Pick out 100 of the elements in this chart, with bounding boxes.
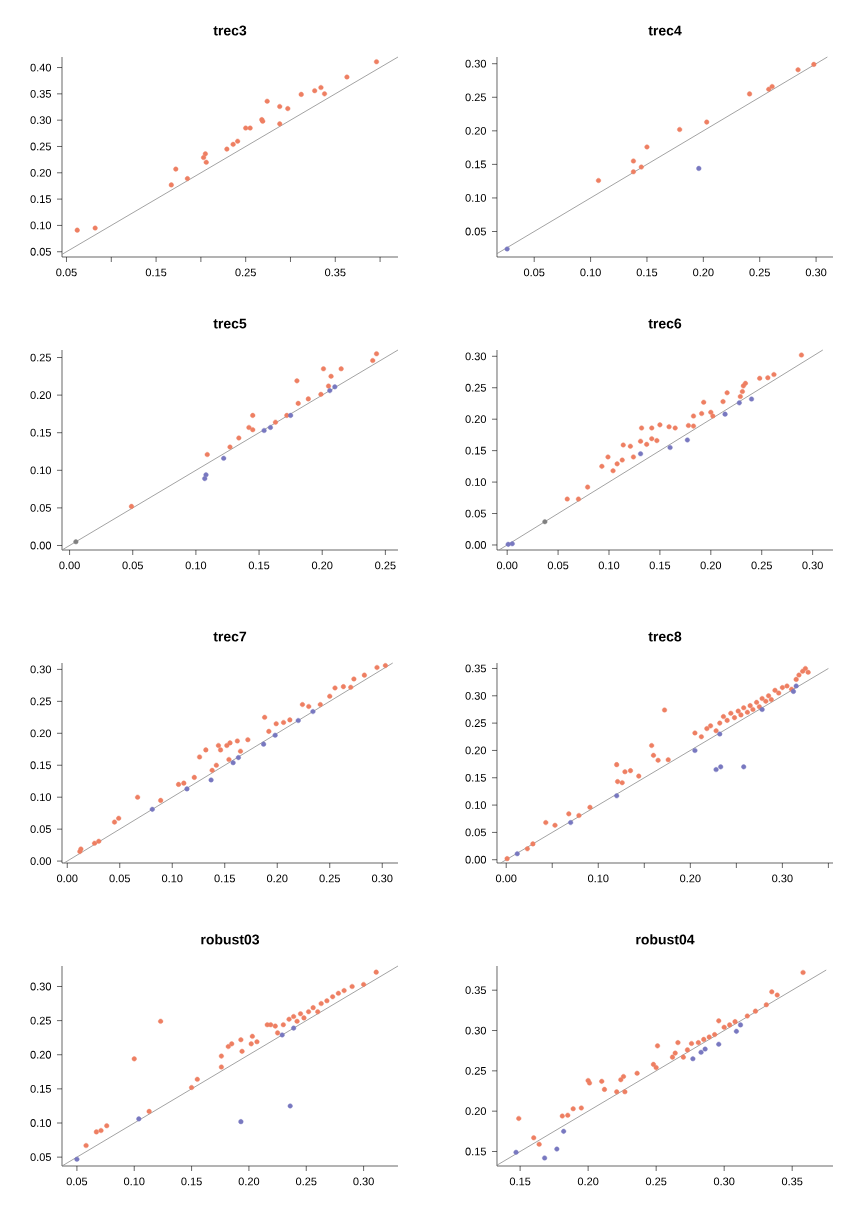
x-tick-label: 0.30 (802, 561, 823, 570)
x-tick-label: 0.25 (295, 1177, 317, 1186)
x-tick-label: 0.25 (375, 561, 396, 570)
x-tick-label: 0.30 (805, 268, 827, 277)
y-tick-label: 0.05 (30, 825, 51, 834)
y-tick-label: 0.05 (465, 509, 486, 518)
y-tick-label: 0.05 (30, 247, 51, 256)
chart-title: robust04 (636, 934, 695, 945)
y-tick-label: 0.10 (30, 221, 52, 230)
x-tick-label: 0.25 (645, 1177, 667, 1186)
y-tick-label: 0.15 (465, 1147, 486, 1156)
x-tick-label: 0.25 (235, 268, 256, 277)
x-tick-label: 0.05 (122, 561, 143, 570)
y-tick-label: 0.10 (30, 793, 52, 802)
x-tick-label: 0.00 (56, 874, 78, 883)
y-tick-label: 0.25 (30, 142, 51, 151)
x-tick-label: 0.05 (56, 268, 77, 277)
chart-title: trec7 (213, 631, 247, 642)
x-tick-label: 0.10 (123, 1177, 145, 1186)
y-tick-label: 0.40 (30, 63, 52, 72)
y-tick-label: 0.30 (465, 691, 487, 700)
x-tick-label: 0.15 (636, 268, 658, 277)
x-tick-label: 0.15 (248, 561, 270, 570)
y-tick-label: 0.25 (465, 93, 486, 102)
x-tick-label: 0.05 (547, 561, 569, 570)
x-tick-label: 0.30 (713, 1177, 735, 1186)
y-tick-label: 0.30 (30, 665, 52, 674)
x-tick-label: 0.35 (325, 268, 346, 277)
y-tick-label: 0.30 (465, 59, 487, 68)
x-tick-label: 0.05 (66, 1177, 88, 1186)
x-tick-label: 0.15 (181, 1177, 202, 1186)
x-tick-label: 0.30 (371, 874, 393, 883)
y-tick-label: 0.15 (465, 773, 486, 782)
y-tick-label: 0.30 (30, 116, 52, 125)
x-tick-label: 0.05 (523, 268, 545, 277)
y-tick-label: 0.20 (30, 1050, 52, 1059)
y-tick-label: 0.05 (465, 828, 486, 837)
y-tick-label: 0.15 (465, 446, 486, 455)
chart-title: trec3 (213, 25, 247, 36)
y-tick-label: 0.25 (30, 353, 51, 362)
chart-title: trec8 (648, 631, 682, 642)
x-tick-label: 0.20 (266, 874, 288, 883)
y-tick-label: 0.15 (30, 428, 51, 437)
x-tick-label: 0.30 (772, 874, 793, 883)
y-tick-label: 0.35 (30, 89, 51, 98)
y-tick-label: 0.35 (465, 986, 486, 995)
y-tick-label: 0.05 (30, 1153, 51, 1162)
y-tick-label: 0.15 (30, 761, 51, 770)
x-tick-label: 0.35 (781, 1177, 803, 1186)
chart-title: trec5 (213, 318, 247, 329)
y-tick-label: 0.25 (30, 1016, 51, 1025)
y-tick-label: 0.25 (465, 719, 486, 728)
y-tick-label: 0.10 (465, 801, 487, 809)
y-tick-label: 0.10 (30, 1119, 52, 1127)
y-tick-label: 0.20 (465, 746, 487, 755)
x-tick-label: 0.15 (509, 1177, 531, 1186)
y-tick-label: 0.15 (30, 1084, 51, 1093)
y-tick-label: 0.20 (30, 391, 52, 400)
chart-title: trec6 (648, 318, 682, 329)
y-tick-label: 0.25 (465, 383, 486, 392)
y-tick-label: 0.10 (30, 466, 52, 475)
x-tick-label: 0.15 (649, 561, 671, 570)
y-tick-label: 0.00 (465, 855, 487, 864)
y-tick-label: 0.30 (465, 352, 487, 361)
x-tick-label: 0.10 (161, 874, 183, 883)
x-tick-label: 0.10 (598, 561, 620, 570)
x-tick-label: 0.20 (680, 874, 701, 883)
x-tick-label: 0.20 (693, 268, 714, 277)
y-tick-label: 0.00 (30, 857, 52, 865)
x-tick-label: 0.10 (587, 874, 609, 883)
y-tick-label: 0.25 (465, 1066, 486, 1075)
y-tick-label: 0.00 (30, 541, 52, 550)
x-tick-label: 0.25 (751, 561, 772, 570)
x-tick-label: 0.00 (495, 874, 517, 883)
y-tick-label: 0.30 (465, 1026, 487, 1035)
x-tick-label: 0.15 (145, 268, 167, 277)
y-tick-label: 0.35 (465, 664, 486, 673)
x-tick-label: 0.20 (700, 561, 722, 570)
x-tick-label: 0.20 (238, 1177, 260, 1186)
y-tick-label: 0.30 (30, 982, 52, 991)
x-tick-label: 0.20 (577, 1177, 599, 1186)
y-tick-label: 0.15 (30, 195, 51, 204)
y-tick-label: 0.00 (465, 541, 487, 549)
x-tick-label: 0.05 (109, 874, 130, 883)
y-tick-label: 0.05 (465, 227, 486, 236)
y-tick-label: 0.20 (30, 729, 52, 738)
x-tick-label: 0.25 (749, 268, 770, 277)
chart-title: trec4 (648, 25, 682, 36)
y-tick-label: 0.25 (30, 697, 51, 706)
x-tick-label: 0.25 (319, 874, 340, 883)
x-tick-label: 0.00 (59, 561, 80, 570)
y-tick-label: 0.15 (465, 160, 486, 169)
y-tick-label: 0.20 (30, 168, 52, 177)
x-tick-label: 0.00 (496, 561, 518, 570)
x-tick-label: 0.15 (214, 874, 235, 883)
y-tick-label: 0.20 (465, 415, 487, 424)
y-tick-label: 0.05 (30, 504, 51, 512)
x-tick-label: 0.10 (185, 561, 207, 570)
y-tick-label: 0.20 (465, 1107, 487, 1116)
chart-title: robust03 (201, 934, 260, 945)
